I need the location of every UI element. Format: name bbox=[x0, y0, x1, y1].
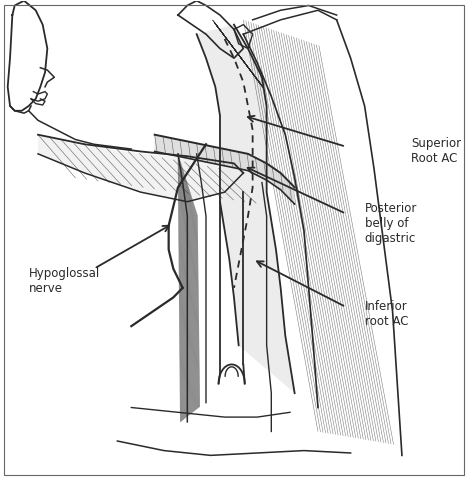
Polygon shape bbox=[197, 24, 295, 393]
Text: Inferior
root AC: Inferior root AC bbox=[365, 300, 408, 328]
Polygon shape bbox=[155, 135, 295, 204]
Text: Hypoglossal
nerve: Hypoglossal nerve bbox=[29, 267, 100, 295]
Polygon shape bbox=[38, 135, 243, 202]
Text: Superior
Root AC: Superior Root AC bbox=[411, 137, 461, 166]
Text: Posterior
belly of
digastric: Posterior belly of digastric bbox=[365, 202, 417, 245]
